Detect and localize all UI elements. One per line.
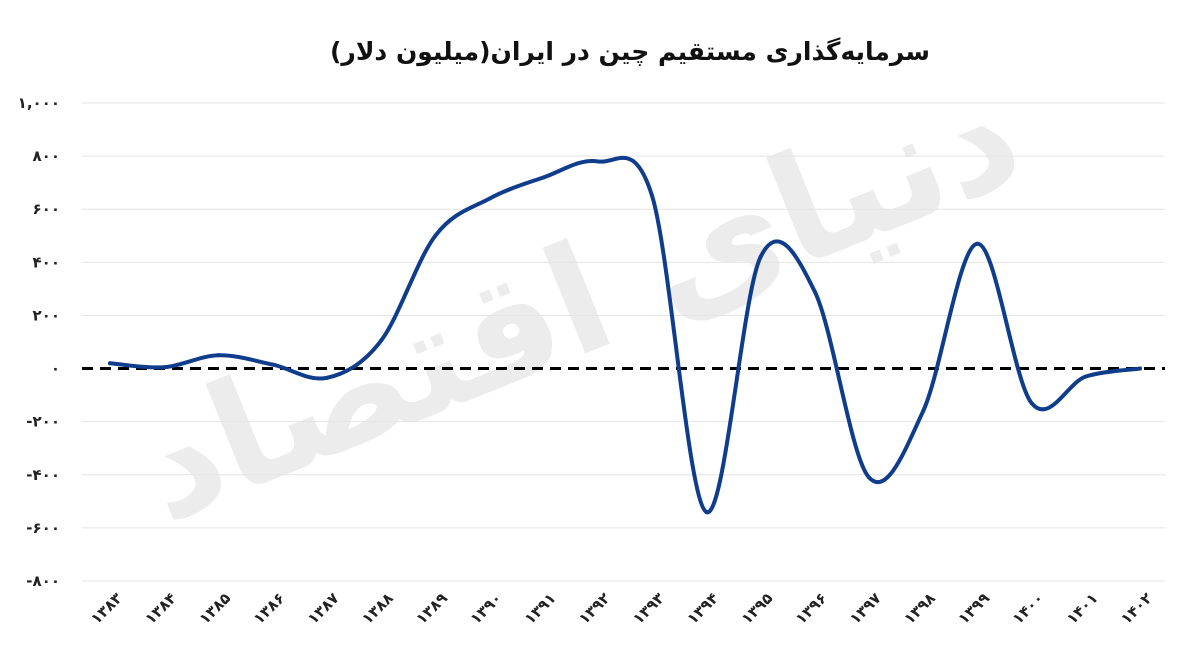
data-point	[379, 338, 384, 343]
x-tick-label: ۱۳۸۴	[141, 589, 180, 628]
x-tick-label: ۱۳۹۹	[955, 589, 994, 628]
x-tick-label: ۱۳۸۸	[358, 589, 397, 628]
x-tick-label: ۱۴۰۱	[1063, 589, 1102, 628]
x-tick-label: ۱۳۹۵	[738, 589, 777, 628]
y-tick-label: -۴۰۰	[26, 466, 60, 484]
data-point	[758, 255, 763, 260]
x-tick-label: ۱۳۹۴	[683, 589, 722, 628]
x-tick-label: ۱۳۹۲	[575, 589, 614, 628]
x-tick-label: ۱۳۸۹	[412, 589, 451, 628]
x-tick-label: ۱۳۸۳	[87, 589, 126, 628]
data-point	[812, 289, 817, 294]
x-tick-label: ۱۳۸۵	[196, 589, 235, 628]
y-tick-label: -۶۰۰	[26, 519, 60, 537]
data-point	[866, 475, 871, 480]
data-point	[921, 409, 926, 414]
x-tick-label: ۱۳۹۱	[521, 589, 560, 628]
y-tick-label: -۲۰۰	[26, 413, 60, 431]
chart-title: سرمایه‌گذاری مستقیم چین در ایران(میلیون …	[330, 37, 930, 67]
data-point	[650, 193, 655, 198]
data-point	[595, 159, 600, 164]
x-tick-label: ۱۴۰۰	[1009, 589, 1048, 628]
x-axis-ticks: ۱۳۸۳ ۱۳۸۴ ۱۳۸۵ ۱۳۸۶ ۱۳۸۷ ۱۳۸۸ ۱۳۸۹ ۱۳۹۰ ۱۳۹۱ ۱۳۹۲…	[87, 589, 1156, 628]
y-tick-label: ۴۰۰	[33, 253, 60, 271]
data-point	[108, 361, 112, 366]
x-tick-label: ۱۳۸۶	[250, 589, 289, 628]
data-point	[324, 375, 329, 380]
data-point	[704, 509, 709, 514]
data-point	[975, 241, 980, 246]
x-tick-label: ۱۳۹۶	[792, 589, 831, 628]
y-tick-label: ۶۰۰	[33, 200, 60, 218]
y-tick-label: -۸۰۰	[26, 572, 60, 590]
x-tick-label: ۱۳۹۷	[846, 589, 885, 628]
data-point	[433, 233, 438, 238]
data-point	[216, 353, 221, 358]
x-tick-label: ۱۳۹۰	[467, 589, 506, 628]
x-tick-label: ۱۴۰۲	[1117, 589, 1156, 628]
y-axis-ticks: ۱,۰۰۰ ۸۰۰ ۶۰۰ ۴۰۰ ۲۰۰ ۰ -۲۰۰ -۴۰۰ -۶۰۰ -۸۰۰	[18, 94, 60, 590]
watermark: دنیای اقتصاد	[113, 46, 1043, 557]
data-point	[270, 362, 275, 367]
y-tick-label: ۸۰۰	[33, 147, 60, 165]
y-tick-label: ۱,۰۰۰	[18, 94, 60, 112]
x-tick-label: ۱۳۹۸	[900, 589, 939, 628]
x-tick-label: ۱۳۹۳	[629, 589, 668, 628]
gridlines	[82, 102, 1165, 582]
data-point	[1083, 374, 1088, 379]
data-point	[487, 196, 492, 201]
data-point	[1138, 366, 1142, 371]
series	[108, 155, 1142, 514]
x-tick-label: ۱۳۸۷	[304, 589, 343, 628]
data-point	[1029, 401, 1034, 406]
y-tick-label: ۰	[51, 360, 60, 378]
y-tick-label: ۲۰۰	[33, 306, 60, 324]
data-point	[162, 365, 167, 370]
data-point	[541, 175, 546, 180]
